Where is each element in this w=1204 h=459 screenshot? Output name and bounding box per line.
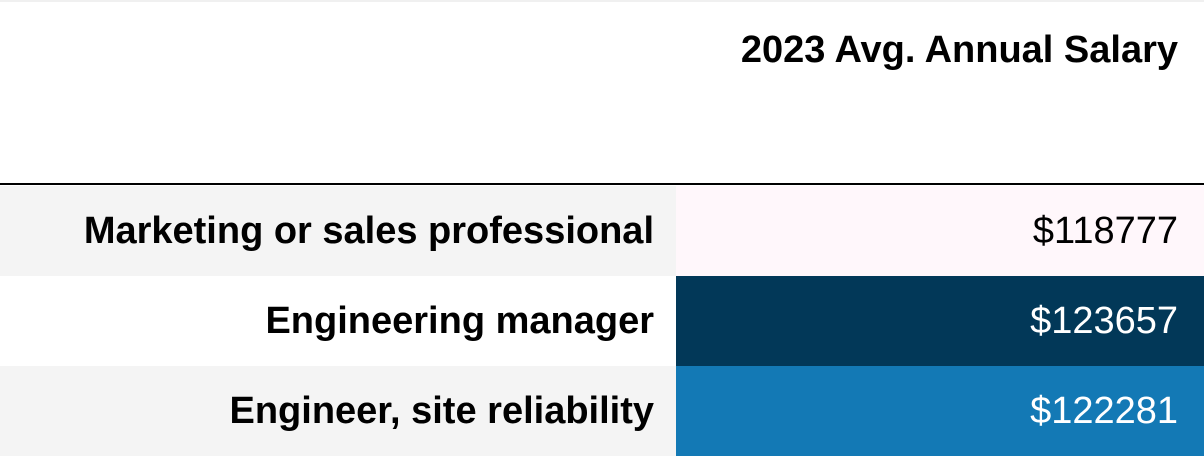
row-label: Marketing or sales professional — [0, 186, 676, 276]
table-row: Engineering manager $123657 — [0, 276, 1204, 366]
salary-cell: $118777 — [676, 186, 1204, 276]
salary-cell: $123657 — [676, 276, 1204, 366]
table-row: Marketing or sales professional $118777 — [0, 186, 1204, 276]
row-label: Engineering manager — [0, 276, 676, 366]
table-header: 2023 Avg. Annual Salary — [0, 0, 1204, 184]
header-divider — [0, 183, 1204, 185]
column-header-salary: 2023 Avg. Annual Salary — [740, 29, 1178, 71]
salary-cell: $122281 — [676, 366, 1204, 456]
table-row: Engineer, site reliability $122281 — [0, 366, 1204, 456]
row-label: Engineer, site reliability — [0, 366, 676, 456]
